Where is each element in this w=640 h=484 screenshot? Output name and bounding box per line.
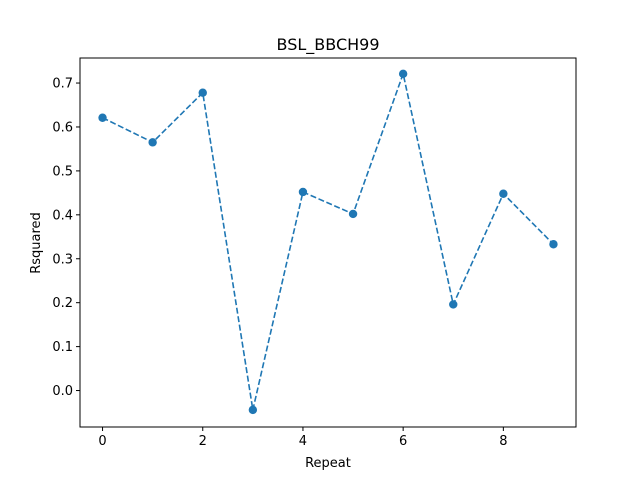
data-point — [298, 187, 308, 197]
x-tick-label: 2 — [199, 434, 207, 449]
data-point — [98, 113, 107, 122]
x-axis: 0 2 4 6 8 — [98, 427, 507, 449]
y-axis-label: Rsquared — [29, 212, 44, 274]
data-point — [398, 69, 408, 79]
x-tick-label: 8 — [499, 434, 507, 449]
chart-title: BSL_BBCH99 — [277, 35, 380, 55]
y-tick-label: 0.3 — [52, 252, 73, 267]
y-tick-label: 0.7 — [52, 77, 73, 92]
data-point — [549, 240, 558, 249]
y-tick-label: 0.1 — [52, 340, 73, 355]
x-axis-label: Repeat — [305, 456, 351, 471]
data-point — [348, 209, 358, 219]
plot-area: 0 2 4 6 8 0.0 0.1 0.2 0.3 0.4 0.5 0.6 0.7 — [52, 57, 577, 449]
series-line — [102, 70, 555, 411]
y-axis: 0.0 0.1 0.2 0.3 0.4 0.5 0.6 0.7 — [52, 77, 80, 399]
y-tick-label: 0.2 — [52, 296, 73, 311]
y-tick-label: 0.4 — [52, 208, 73, 223]
data-point — [148, 138, 157, 147]
data-point — [248, 405, 258, 415]
data-point — [449, 300, 458, 309]
y-tick-label: 0.6 — [52, 120, 73, 135]
y-tick-label: 0.0 — [52, 384, 73, 399]
data-point — [198, 88, 207, 97]
axes-frame — [79, 57, 577, 428]
x-tick-label: 6 — [399, 434, 407, 449]
x-tick-label: 0 — [98, 434, 106, 449]
y-tick-label: 0.5 — [52, 164, 73, 179]
series-layer — [98, 69, 558, 415]
x-tick-label: 4 — [299, 434, 307, 449]
data-point — [499, 189, 508, 198]
